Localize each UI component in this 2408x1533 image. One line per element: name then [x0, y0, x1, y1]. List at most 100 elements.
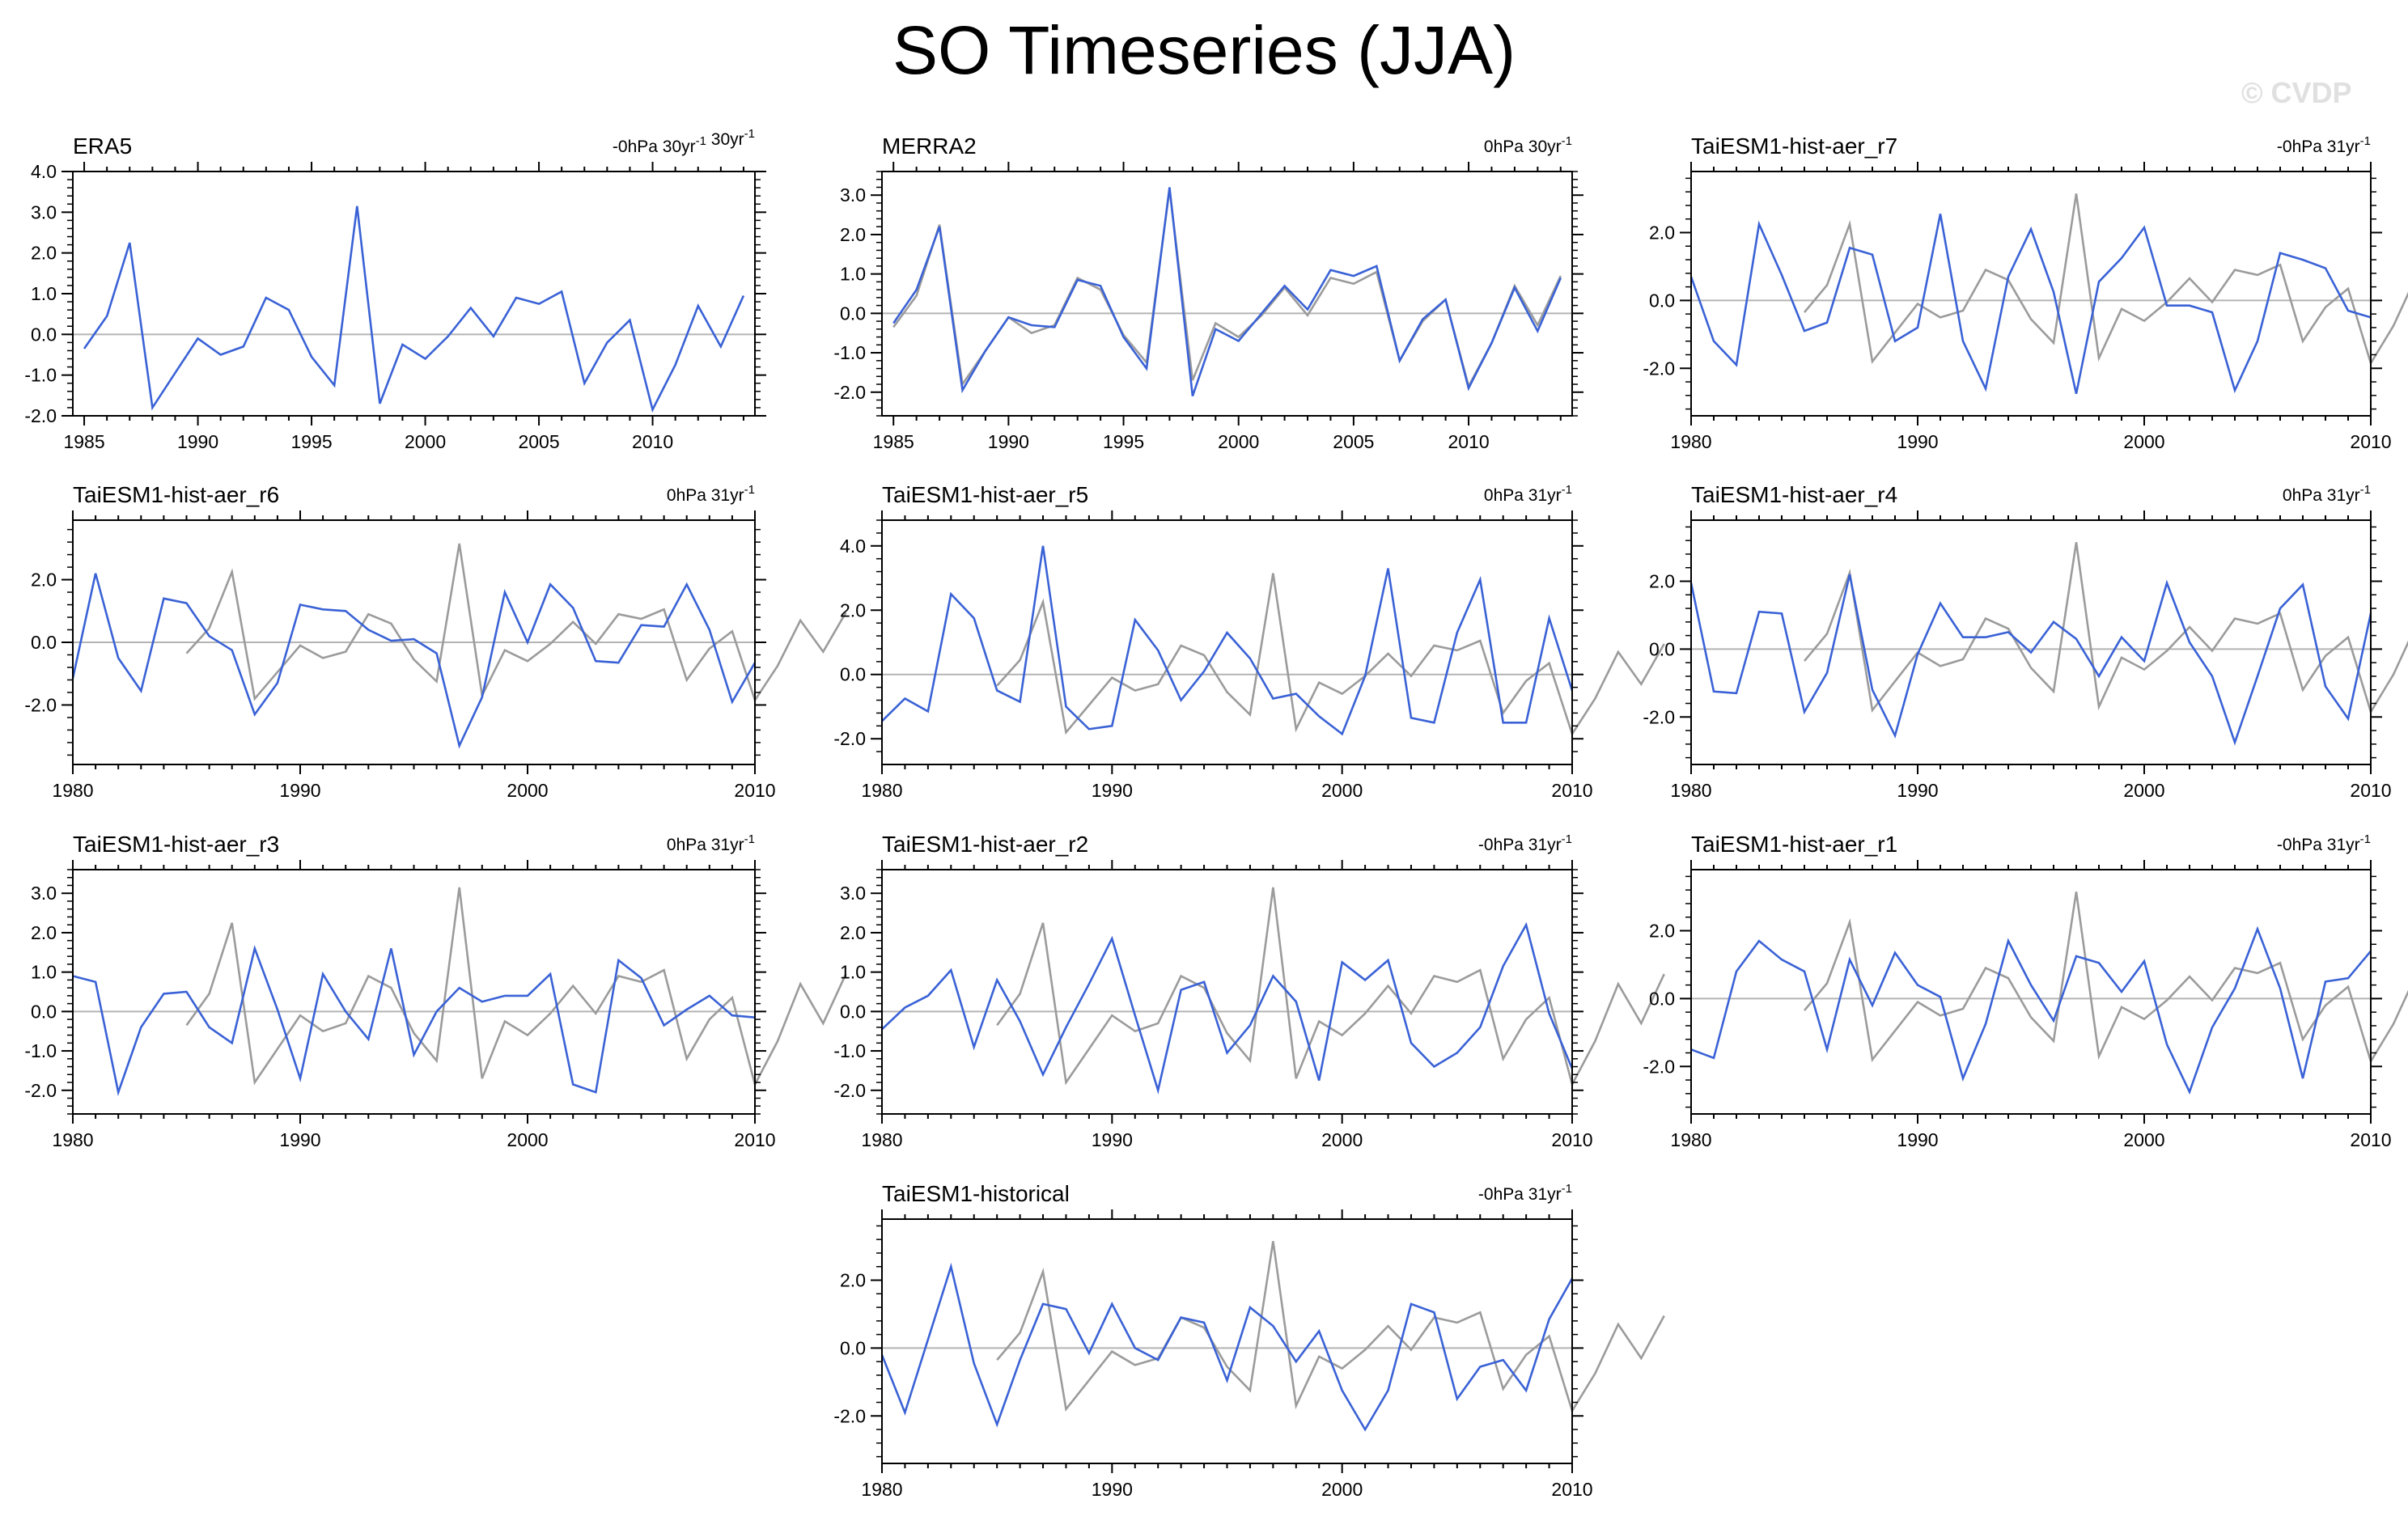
panel-5: 1980 1990 2000 2010 -2.0 0.0 2.0 4.0 TaiESM1-his…: [833, 482, 1665, 801]
y-tick-label: 2.0: [840, 922, 866, 943]
series-line-ERA5: [996, 887, 1665, 1088]
plot-area: 1985 1990 1995 2000 2005 2010 -2.0 -1.0 0.0 1.0 2.…: [24, 127, 766, 452]
plot-area: 1980 1990 2000 2010 -2.0 0.0 2.0 TaiESM1-histor…: [833, 1181, 1665, 1500]
y-tick-label: 2.0: [840, 1270, 866, 1291]
y-tick-label: -2.0: [24, 694, 57, 715]
per-year-superscript: -1: [696, 134, 706, 148]
x-tick-label: 2000: [2123, 431, 2164, 452]
panel-title: TaiESM1-hist-aer_r2: [882, 832, 1088, 857]
panel-subtitle: -0hPa 31yr-1: [2277, 134, 2371, 156]
plot-area: 1980 1990 2000 2010 -2.0 0.0 2.0 TaiESM1-hist-a…: [1643, 832, 2408, 1150]
y-tick-label: -2.0: [1643, 358, 1675, 379]
panel-7: 1980 1990 2000 2010 -2.0 -1.0 0.0 1.0 2.0 3.0 TaiE…: [24, 832, 847, 1150]
per-year-superscript: -1: [1562, 832, 1572, 846]
x-tick-label: 2000: [2123, 1129, 2164, 1150]
series-line-ERA5: [996, 1241, 1665, 1414]
y-tick-label: 2.0: [31, 243, 57, 264]
y-tick-label: 2.0: [840, 224, 866, 245]
x-tick-label: 2000: [1321, 780, 1363, 801]
panel-title: TaiESM1-hist-aer_r4: [1691, 482, 1897, 507]
x-tick-label: 2010: [2350, 780, 2391, 801]
plot-area: 1980 1990 2000 2010 -2.0 -1.0 0.0 1.0 2.0 3.0 TaiE…: [833, 832, 1665, 1150]
series-line-MERRA2: [892, 187, 1562, 397]
y-tick-label: -1.0: [24, 365, 57, 386]
x-tick-label: 2000: [1321, 1129, 1363, 1150]
y-tick-label: 4.0: [31, 161, 57, 182]
y-tick-label: -2.0: [833, 1080, 866, 1101]
x-tick-label: 1990: [279, 780, 320, 801]
panel-2: 1985 1990 1995 2000 2005 2010 -2.0 -1.0 0.0 1.0 2.…: [833, 133, 1583, 452]
x-tick-label: 2010: [632, 431, 673, 452]
panel-subtitle: 0hPa 31yr-1: [2283, 483, 2371, 505]
y-tick-label: 1.0: [840, 962, 866, 983]
per-year-superscript: -1: [1562, 483, 1572, 497]
y-tick-label: 0.0: [1649, 988, 1675, 1009]
y-tick-label: 0.0: [31, 632, 57, 653]
x-tick-label: 2010: [1448, 431, 1489, 452]
series-line-ERA5: [1804, 542, 2408, 715]
subtitle-text-2: 30yr: [706, 130, 744, 149]
y-tick-label: -2.0: [1643, 706, 1675, 727]
x-tick-label: 2010: [734, 780, 775, 801]
plot-area: 1980 1990 2000 2010 -2.0 0.0 2.0 TaiESM1-hist-a…: [1643, 133, 2408, 452]
y-tick-label: 0.0: [31, 1001, 57, 1022]
panel-subtitle: 0hPa 31yr-1: [1484, 483, 1572, 505]
per-year-superscript: -1: [2360, 134, 2371, 148]
y-tick-label: 4.0: [840, 536, 866, 557]
x-tick-label: 2010: [2350, 1129, 2391, 1150]
y-tick-label: -1.0: [833, 1040, 866, 1061]
x-tick-label: 2010: [734, 1129, 775, 1150]
axes-frame: [72, 171, 756, 417]
series-line-TaiESM1-historical: [880, 1262, 1574, 1432]
x-tick-label: 2005: [1333, 431, 1374, 452]
x-tick-label: 1990: [1897, 1129, 1938, 1150]
series-line-TaiESM1-hist-aer_r5: [881, 545, 1574, 736]
axes-frame: [881, 171, 1573, 417]
per-year-superscript: -1: [744, 127, 755, 141]
panel-6: 1980 1990 2000 2010 -2.0 0.0 2.0 TaiESM1-hist-a…: [1643, 482, 2408, 801]
panel-title: ERA5: [73, 133, 132, 159]
x-tick-label: 2000: [1321, 1479, 1363, 1500]
y-tick-label: 0.0: [840, 1337, 866, 1358]
x-tick-label: 1990: [1092, 780, 1133, 801]
series-line-ERA5: [185, 887, 847, 1088]
series-line-TaiESM1-hist-aer_r4: [1689, 574, 2372, 746]
y-tick-label: -1.0: [833, 342, 866, 363]
panel-subtitle: 0hPa 31yr-1: [667, 832, 755, 854]
x-tick-label: 1980: [52, 1129, 93, 1150]
y-tick-label: 0.0: [1649, 290, 1675, 311]
panel-title: TaiESM1-hist-aer_r7: [1691, 133, 1897, 159]
y-tick-label: 2.0: [1649, 571, 1675, 592]
series-line-ERA5: [83, 205, 745, 413]
x-tick-label: 1985: [63, 431, 104, 452]
axes-frame: [1690, 869, 2372, 1115]
y-tick-label: 2.0: [1649, 222, 1675, 244]
y-tick-label: 2.0: [31, 570, 57, 591]
panel-10: 1980 1990 2000 2010 -2.0 0.0 2.0 TaiESM1-histor…: [833, 1181, 1665, 1500]
axes-frame: [881, 869, 1573, 1115]
subtitle-text: 0hPa 31yr: [667, 486, 744, 505]
x-tick-label: 2005: [518, 431, 559, 452]
per-year-superscript: -1: [2360, 832, 2371, 846]
panel-title: MERRA2: [882, 133, 977, 159]
y-tick-label: 3.0: [31, 201, 57, 222]
panel-title: TaiESM1-hist-aer_r5: [882, 482, 1088, 507]
y-tick-label: -2.0: [833, 1405, 866, 1426]
y-tick-label: 0.0: [840, 664, 866, 685]
subtitle-text: -0hPa 31yr: [1478, 836, 1562, 854]
y-tick-label: 0.0: [840, 1001, 866, 1022]
y-tick-label: 0.0: [1649, 638, 1675, 659]
x-tick-label: 2000: [1218, 431, 1259, 452]
panel-subtitle: 0hPa 31yr-1: [667, 483, 755, 505]
subtitle-text: 0hPa 31yr: [1484, 486, 1562, 505]
x-tick-label: 2000: [2123, 780, 2164, 801]
panel-4: 1980 1990 2000 2010 -2.0 0.0 2.0 TaiESM1-hist-a…: [24, 482, 847, 801]
y-tick-label: -2.0: [24, 1080, 57, 1101]
per-year-superscript: -1: [1562, 1182, 1572, 1196]
series-line-ERA5: [1804, 193, 2408, 366]
per-year-superscript: -1: [1562, 134, 1572, 148]
panel-9: 1980 1990 2000 2010 -2.0 0.0 2.0 TaiESM1-hist-a…: [1643, 832, 2408, 1150]
panel-title: TaiESM1-hist-aer_r1: [1691, 832, 1897, 857]
y-tick-label: -1.0: [24, 1040, 57, 1061]
panel-8: 1980 1990 2000 2010 -2.0 -1.0 0.0 1.0 2.0 3.0 TaiE…: [833, 832, 1665, 1150]
